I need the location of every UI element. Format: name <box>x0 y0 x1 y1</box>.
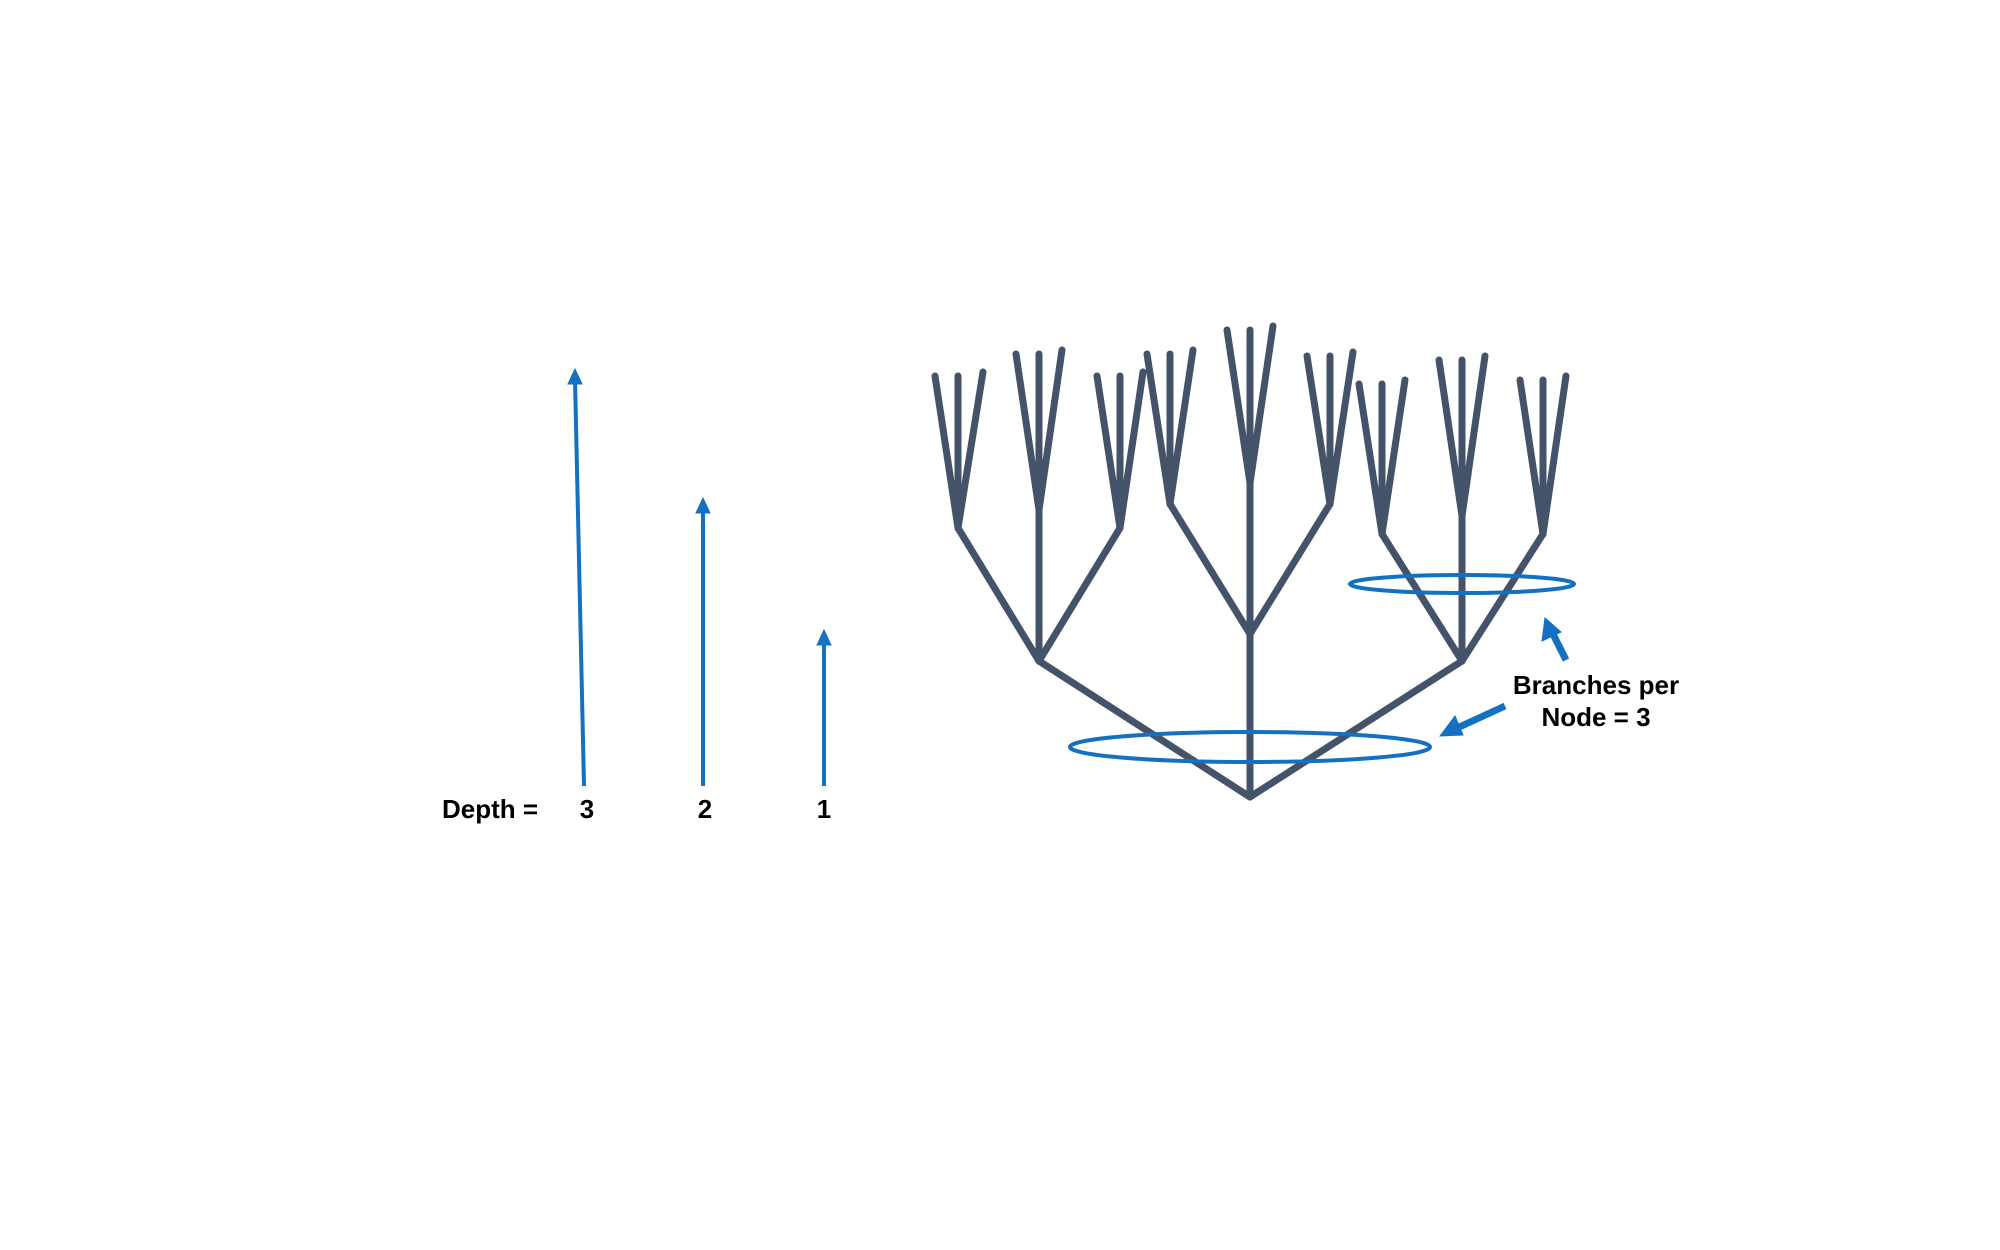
trunk-right <box>1246 657 1466 801</box>
subnode-branch-ellipse <box>1348 573 1576 595</box>
depth-arrows <box>567 367 832 787</box>
leaf-tuft-1 <box>931 368 987 532</box>
depth-value-3: 3 <box>580 794 594 824</box>
leaf-tuft-5 <box>1223 322 1277 487</box>
depth-labels: Depth = 3 2 1 <box>442 794 831 824</box>
callout-arrow-to-root <box>1438 702 1507 737</box>
depth-value-2: 2 <box>698 794 712 824</box>
callout-arrow-to-subnode <box>1541 617 1570 662</box>
leaf-tuft-7 <box>1355 376 1409 538</box>
leaf-tuft-2 <box>1012 346 1066 514</box>
depth-2-arrow <box>695 496 711 786</box>
trunk-left <box>1035 657 1254 801</box>
callout-line-2: Node = 3 <box>1541 702 1650 732</box>
callout-line-1: Branches per <box>1513 670 1679 700</box>
depth-prefix-label: Depth = <box>442 794 538 824</box>
branching-tree <box>931 322 1570 801</box>
leaf-tuft-6 <box>1303 348 1357 508</box>
leaf-tuft-8 <box>1435 352 1489 520</box>
depth-1-arrow <box>816 628 832 786</box>
root-branch-ellipse <box>1068 730 1432 764</box>
branches-callout: Branches per Node = 3 <box>1513 670 1679 732</box>
callout-arrows <box>1438 617 1570 737</box>
leaf-tuft-9 <box>1516 372 1570 538</box>
branch-highlights <box>1068 573 1576 764</box>
depth-3-arrow <box>567 367 586 787</box>
depth-value-1: 1 <box>817 794 831 824</box>
leaf-tuft-3 <box>1093 368 1147 532</box>
leaf-tuft-4 <box>1143 346 1197 508</box>
